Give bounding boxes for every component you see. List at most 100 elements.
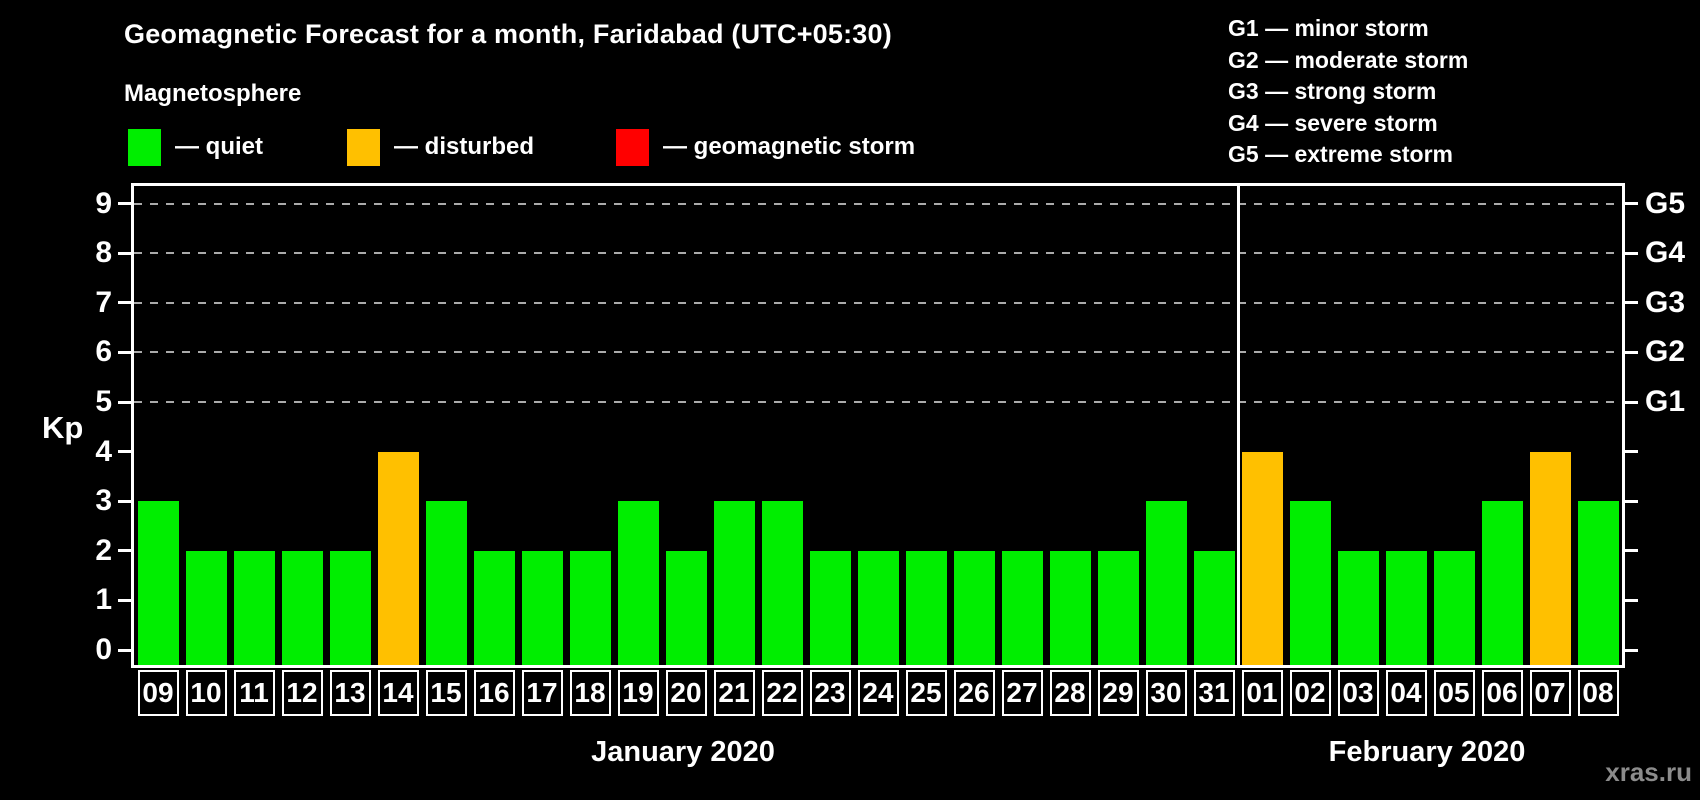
plot-area xyxy=(131,183,1625,668)
y-axis-label-6: 6 xyxy=(95,335,112,369)
magnetosphere-label: Magnetosphere xyxy=(124,80,302,107)
date-label-10: 10 xyxy=(185,670,227,716)
storm-color-swatch xyxy=(616,128,649,166)
month-label-1: February 2020 xyxy=(1328,736,1526,768)
bar-day-29 xyxy=(1097,550,1139,665)
right-tick-kp-4 xyxy=(1625,450,1638,454)
legend-label-storm: — geomagnetic storm xyxy=(663,133,916,160)
right-tick-kp-9 xyxy=(1625,202,1638,206)
date-label-16: 16 xyxy=(473,670,515,716)
legend-item-quiet: — quiet xyxy=(128,128,263,166)
bar-day-18 xyxy=(569,550,611,665)
left-tick-kp-8 xyxy=(118,251,131,255)
storm-scale-g2: G2 — moderate storm xyxy=(1228,46,1469,73)
bar-day-22 xyxy=(761,501,803,665)
bar-day-26 xyxy=(953,550,995,665)
bar-day-14 xyxy=(377,451,419,665)
date-label-12: 12 xyxy=(281,670,323,716)
date-label-08: 08 xyxy=(1577,670,1619,716)
right-tick-kp-7 xyxy=(1625,301,1638,305)
bar-day-21 xyxy=(713,501,755,665)
y-axis-label-9: 9 xyxy=(95,186,112,220)
legend-item-storm: — geomagnetic storm xyxy=(616,128,915,166)
date-label-23: 23 xyxy=(809,670,851,716)
date-label-11: 11 xyxy=(233,670,275,716)
bar-day-25 xyxy=(905,550,947,665)
bar-day-24 xyxy=(857,550,899,665)
date-label-28: 28 xyxy=(1049,670,1091,716)
bar-day-01 xyxy=(1241,451,1283,665)
page-title: Geomagnetic Forecast for a month, Farida… xyxy=(124,19,892,49)
bar-day-13 xyxy=(329,550,371,665)
right-axis-label-g4: G4 xyxy=(1645,236,1686,270)
date-label-25: 25 xyxy=(905,670,947,716)
y-axis-label-7: 7 xyxy=(95,285,112,319)
date-label-22: 22 xyxy=(761,670,803,716)
bar-day-03 xyxy=(1337,550,1379,665)
storm-scale-g4: G4 — severe storm xyxy=(1228,109,1438,136)
y-axis-label-1: 1 xyxy=(95,583,112,617)
right-tick-kp-0 xyxy=(1625,648,1638,652)
legend-label-disturbed: — disturbed xyxy=(394,133,535,160)
left-tick-kp-6 xyxy=(118,350,131,354)
right-tick-kp-6 xyxy=(1625,350,1638,354)
date-label-19: 19 xyxy=(617,670,659,716)
left-tick-kp-9 xyxy=(118,202,131,206)
date-label-07: 07 xyxy=(1529,670,1571,716)
bar-day-27 xyxy=(1001,550,1043,665)
right-axis-label-g5: G5 xyxy=(1645,186,1686,220)
left-tick-kp-2 xyxy=(118,549,131,553)
bar-day-19 xyxy=(617,501,659,665)
y-axis-label-0: 0 xyxy=(95,633,112,666)
date-label-17: 17 xyxy=(521,670,563,716)
gridline-kp-7 xyxy=(134,301,1622,304)
date-label-03: 03 xyxy=(1337,670,1379,716)
y-axis-label-5: 5 xyxy=(95,385,112,418)
gridline-kp-6 xyxy=(134,351,1622,354)
y-axis-label-2: 2 xyxy=(95,533,112,567)
bar-day-17 xyxy=(521,550,563,665)
storm-scale-g5: G5 — extreme storm xyxy=(1228,141,1453,168)
date-label-27: 27 xyxy=(1001,670,1043,716)
bar-day-28 xyxy=(1049,550,1091,665)
bar-day-02 xyxy=(1289,501,1331,665)
right-tick-kp-1 xyxy=(1625,598,1638,602)
month-separator-0 xyxy=(1236,186,1240,665)
date-label-05: 05 xyxy=(1433,670,1475,716)
right-axis-label-g2: G2 xyxy=(1645,335,1686,369)
date-label-20: 20 xyxy=(665,670,707,716)
right-tick-kp-8 xyxy=(1625,251,1638,255)
legend-item-disturbed: — disturbed xyxy=(347,128,534,166)
date-label-31: 31 xyxy=(1193,670,1235,716)
y-axis-label-4: 4 xyxy=(95,434,112,468)
date-label-02: 02 xyxy=(1289,670,1331,716)
right-axis-label-g3: G3 xyxy=(1645,285,1686,319)
date-label-26: 26 xyxy=(953,670,995,716)
right-axis-label-g1: G1 xyxy=(1645,385,1686,418)
y-axis-label-3: 3 xyxy=(95,484,112,518)
right-tick-kp-2 xyxy=(1625,549,1638,553)
right-tick-kp-5 xyxy=(1625,400,1638,404)
left-tick-kp-3 xyxy=(118,499,131,503)
gridline-kp-8 xyxy=(134,252,1622,255)
bar-day-06 xyxy=(1481,501,1523,665)
left-tick-kp-0 xyxy=(118,648,131,652)
left-tick-kp-7 xyxy=(118,301,131,305)
date-label-21: 21 xyxy=(713,670,755,716)
date-label-01: 01 xyxy=(1241,670,1283,716)
date-label-06: 06 xyxy=(1481,670,1523,716)
left-tick-kp-5 xyxy=(118,400,131,404)
month-label-0: January 2020 xyxy=(591,736,775,768)
left-tick-kp-1 xyxy=(118,598,131,602)
bar-day-23 xyxy=(809,550,851,665)
date-label-18: 18 xyxy=(569,670,611,716)
bar-day-15 xyxy=(425,501,467,665)
quiet-color-swatch xyxy=(128,128,161,166)
gridline-kp-5 xyxy=(134,401,1622,403)
bar-day-31 xyxy=(1193,550,1235,665)
storm-scale-g1: G1 — minor storm xyxy=(1228,15,1429,41)
bar-day-04 xyxy=(1385,550,1427,665)
date-label-15: 15 xyxy=(425,670,467,716)
watermark: xras.ru xyxy=(1605,757,1692,787)
